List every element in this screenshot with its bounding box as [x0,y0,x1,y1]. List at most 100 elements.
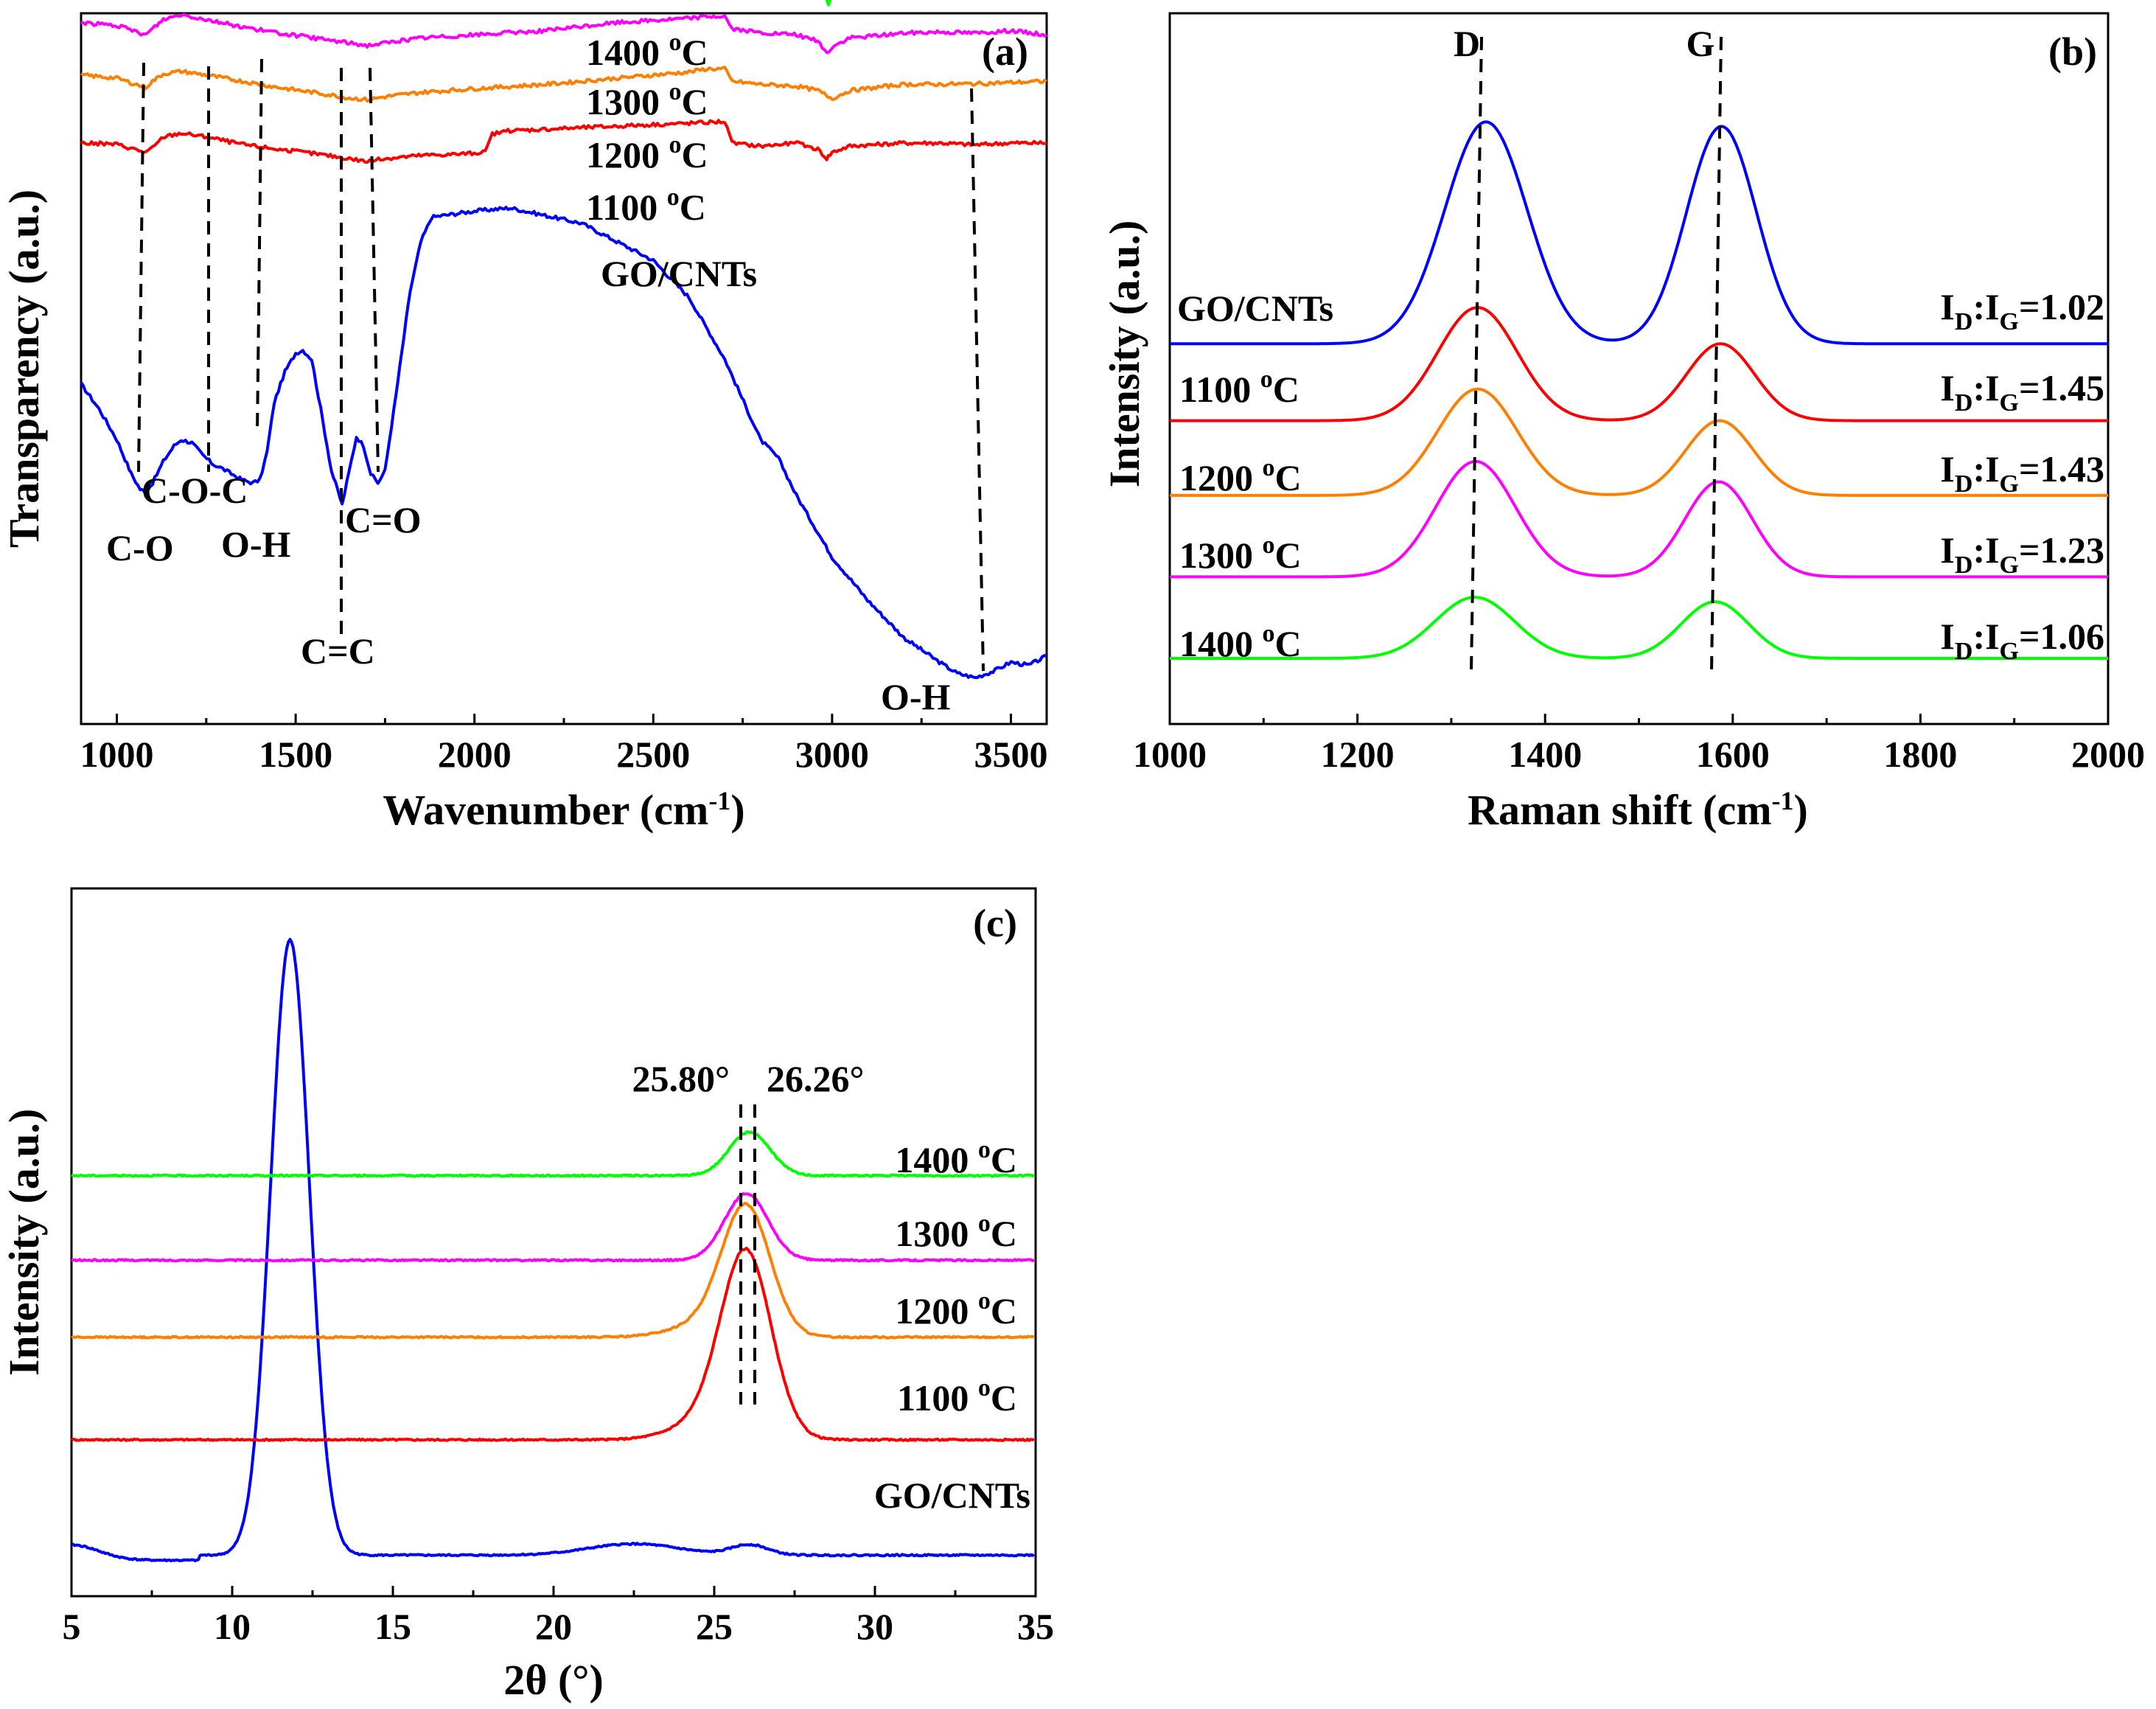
x-tick-label-a-2: 2000 [438,734,512,775]
peak-label-b-D: D [1454,23,1480,64]
band-label-a-1: C-O-C [142,470,248,511]
band-label-a-4: C=O [345,499,422,540]
ratio-label-b-3-part-3: G [2000,551,2019,579]
ratio-label-b-2-part-2: :I [1972,448,1999,490]
series-line-b-4 [1170,596,2108,660]
series-line-c-2 [71,1202,1035,1340]
series-label-b-0: GO/CNTs [1177,288,1333,329]
x-axis-title-a-sup: -1 [708,786,730,815]
ratio-label-b-4-part-3: G [2000,638,2019,665]
ratio-label-b-3: ID:IG=1.23 [1940,529,2104,579]
series-line-a-0 [80,206,1047,680]
band-label-a-0: C-O [106,527,174,568]
ratio-label-b-2-part-0: I [1940,448,1954,490]
guide-b-D [1470,36,1483,672]
x-tick-label-a-3: 2500 [616,734,690,775]
ratio-label-b-3-part-0: I [1940,529,1954,571]
series-line-c-4 [71,1130,1035,1178]
y-axis-title-c: Intensity (a.u.) [0,1109,48,1376]
series-label-a-1-sup: o [667,184,680,211]
series-line-b-2 [1170,387,2108,497]
series-label-b-2: 1200 oC [1179,454,1302,498]
series-label-c-2-end: C [991,1290,1017,1332]
series-label-c-1-sup: o [978,1374,991,1402]
y-axis-title-b: Intensity (a.u.) [1100,220,1148,488]
series-label-b-4: 1400 oC [1179,620,1302,664]
panel-label-a: (a) [982,29,1028,74]
x-tick-label-a-1: 1500 [259,734,332,775]
peak-annotation-c-1: 26.26° [767,1058,865,1099]
x-axis-title-b-base: Raman shift (cm [1468,786,1771,834]
series-label-a-2: 1200 oC [586,131,708,175]
x-axis-title-b-end: ) [1794,786,1808,834]
series-label-c-1-end: C [991,1377,1017,1419]
ratio-label-b-1-part-1: D [1955,389,1973,417]
peak-label-b-G: G [1686,23,1715,64]
series-label-b-4-end: C [1275,623,1302,664]
panel-label-c: (c) [973,901,1017,945]
series-line-c-1 [70,1247,1035,1442]
series-label-a-3-base: 1300 [586,81,669,122]
ratio-label-b-2-part-3: G [2000,470,2019,498]
series-label-a-1-base: 1100 [586,187,667,228]
ratio-label-b-1-part-0: I [1940,367,1954,408]
series-label-b-2-end: C [1275,457,1302,498]
x-tick-label-c-0: 5 [63,1606,81,1647]
x-axis-title-a-end: ) [730,786,744,834]
series-label-c-2-base: 1200 [895,1290,978,1332]
panel-label-b: (b) [2048,29,2097,74]
series-label-c-3-base: 1300 [895,1213,978,1254]
x-tick-label-b-3: 1600 [1696,734,1770,775]
x-tick-label-b-5: 2000 [2071,734,2145,775]
band-label-a-2: O-H [221,523,291,565]
ratio-label-b-0-part-2: :I [1972,286,1999,327]
series-label-b-3: 1300 oC [1179,532,1302,576]
series-label-b-1: 1100 oC [1179,366,1299,410]
series-label-b-3-base: 1300 [1179,535,1263,576]
series-line-a-1 [80,119,1047,164]
series-label-b-3-end: C [1275,535,1302,576]
series-label-a-2-end: C [682,134,708,175]
series-label-a-1-end: C [680,187,706,228]
series-label-c-1: 1100 oC [897,1374,1017,1419]
ratio-label-b-1-part-2: :I [1972,367,1999,408]
series-label-a-3: 1300 oC [586,78,708,122]
series-label-b-4-sup: o [1263,620,1275,647]
x-tick-label-c-4: 25 [696,1606,733,1647]
x-tick-label-b-4: 1800 [1883,734,1957,775]
ratio-label-b-3-part-1: D [1955,551,1973,579]
series-label-c-4-sup: o [978,1136,991,1163]
ratio-label-b-1: ID:IG=1.45 [1940,367,2104,417]
series-label-b-2-base: 1200 [1179,457,1263,498]
series-label-a-2-sup: o [669,131,682,159]
series-label-c-2-sup: o [978,1287,991,1315]
series-line-b-3 [1170,459,2108,579]
series-label-a-3-end: C [682,81,708,122]
y-axis-title-a: Transparency (a.u.) [0,189,48,548]
x-axis-title-a-base: Wavenumber (cm [383,786,708,834]
series-label-a-1: 1100 oC [586,184,706,228]
series-line-b-0 [1170,120,2108,346]
ratio-label-b-4-part-1: D [1955,638,1973,665]
series-label-b-2-sup: o [1263,454,1275,481]
ratio-label-b-2-part-4: =1.43 [2019,448,2104,490]
series-label-b-1-sup: o [1260,366,1273,393]
series-line-c-0 [71,938,1035,1563]
ratio-label-b-4-part-2: :I [1972,616,1999,657]
x-tick-label-c-2: 15 [374,1606,411,1647]
series-label-c-4-base: 1400 [895,1139,978,1180]
series-line-b-1 [1170,306,2108,422]
guide-b-G [1710,36,1723,672]
series-label-b-4-base: 1400 [1179,623,1263,664]
guide-a-CO2 [369,67,380,473]
x-axis-title-b: Raman shift (cm-1) [1468,786,1808,834]
series-label-a-0: GO/CNTs [601,253,757,294]
series-label-c-4: 1400 oC [895,1136,1017,1180]
series-label-b-1-base: 1100 [1179,369,1260,410]
series-label-c-3-sup: o [978,1210,991,1237]
ratio-label-b-0: ID:IG=1.02 [1940,286,2104,335]
x-tick-label-c-1: 10 [214,1606,251,1647]
ratio-label-b-1-part-4: =1.45 [2019,367,2104,408]
x-axis-title-c: 2θ (°) [503,1656,604,1704]
